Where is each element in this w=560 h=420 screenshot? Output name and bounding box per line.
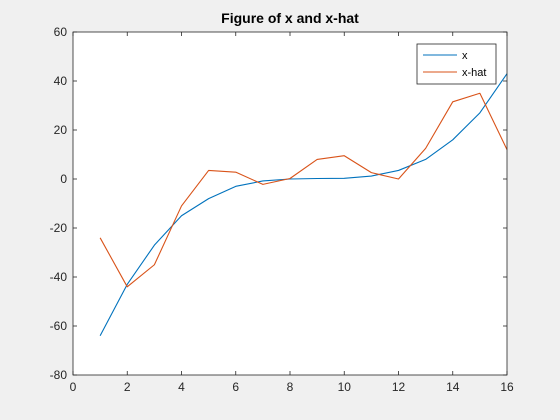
legend: x x-hat [416, 43, 497, 85]
x-tick-label: 2 [124, 380, 131, 394]
y-tick-label: -60 [50, 319, 68, 333]
series-line-x [99, 73, 508, 337]
legend-label: x-hat [462, 67, 486, 79]
y-tick-label: -40 [50, 270, 68, 284]
plot-area [73, 32, 507, 375]
y-tick-label: -80 [50, 368, 68, 382]
series-layer [99, 73, 508, 337]
chart-title: Figure of x and x-hat [221, 10, 359, 26]
x-tick-label: 16 [500, 380, 514, 394]
y-tick-label: 0 [60, 172, 67, 186]
x-tick-label: 8 [287, 380, 294, 394]
x-tick-label: 10 [338, 380, 352, 394]
y-tick-label: -20 [50, 221, 68, 235]
x-tick-label: 14 [446, 380, 460, 394]
series-line-x-hat [99, 92, 508, 288]
x-tick-label: 0 [70, 380, 77, 394]
x-tick-label: 12 [392, 380, 406, 394]
legend-box [416, 43, 497, 85]
y-tick-label: 40 [54, 74, 68, 88]
x-tick-label: 6 [232, 380, 239, 394]
legend-label: x [462, 50, 468, 62]
y-tick-label: 60 [54, 25, 68, 39]
axes-layer: 0 2 4 6 8 10 12 14 16 -80 -60 -40 -20 0 20 40 60 [50, 25, 514, 394]
x-tick-label: 4 [178, 380, 185, 394]
y-tick-label: 20 [54, 123, 68, 137]
